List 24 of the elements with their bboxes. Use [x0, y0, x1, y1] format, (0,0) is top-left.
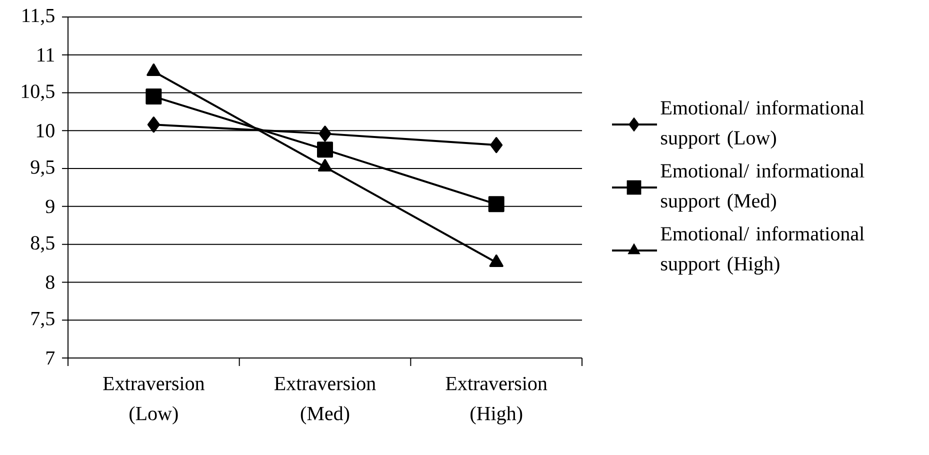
point	[318, 126, 332, 142]
y-tick-label: 9	[46, 200, 54, 214]
point	[490, 137, 503, 154]
point	[147, 116, 160, 133]
legend-label: Emotional/ informational support (High)	[660, 226, 864, 275]
y-tick-label: 7,5	[31, 312, 54, 328]
point	[318, 159, 332, 172]
point	[317, 142, 334, 158]
y-tick-label: 10,5	[22, 84, 54, 101]
y-tick-label: 11	[38, 48, 54, 62]
x-tick-label: Extraversion (High)	[446, 376, 548, 424]
x-tick-label: Extraversion (Low)	[103, 376, 204, 424]
point	[489, 254, 504, 268]
y-tick-label: 8	[46, 275, 54, 289]
point	[146, 88, 162, 105]
legend-label: Emotional/ informational support (Low)	[660, 100, 864, 149]
point	[488, 196, 504, 212]
y-tick-label: 9,5	[30, 160, 54, 177]
y-tick-label: 10	[36, 124, 54, 138]
y-tick-label: 8,5	[30, 236, 54, 253]
y-tick-label: 7	[46, 351, 55, 365]
legend-label: Emotional/ informational support (Med)	[660, 163, 864, 212]
y-tick-label: 11,5	[22, 8, 54, 26]
x-tick-label: Extraversion (Med)	[274, 376, 376, 424]
